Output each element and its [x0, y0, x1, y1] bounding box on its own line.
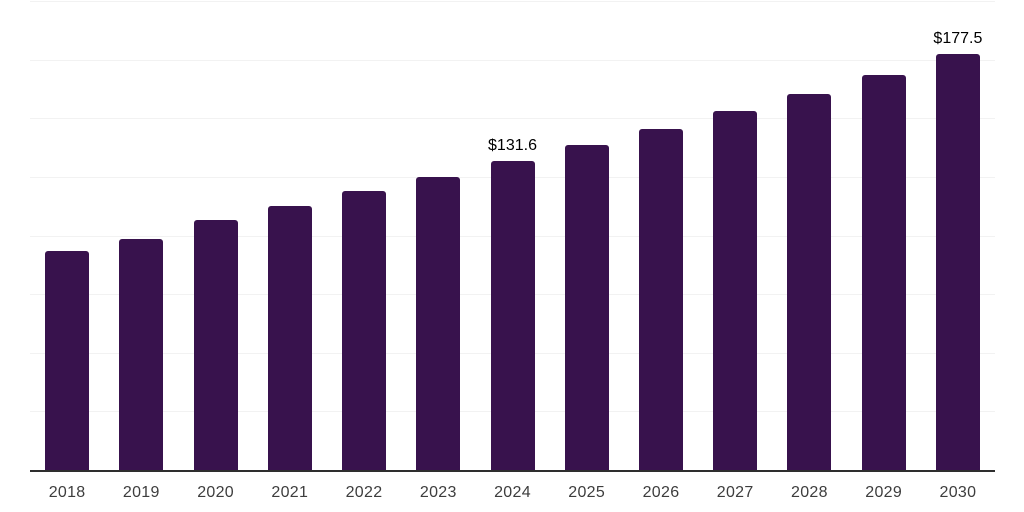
- x-tick-label-2026: 2026: [642, 484, 680, 501]
- x-tick-label-2030: 2030: [939, 484, 977, 501]
- bar-2025: [564, 145, 609, 470]
- gridline-150: [30, 118, 995, 120]
- x-tick-label-2021: 2021: [271, 484, 309, 501]
- value-label-2024: $131.6: [488, 137, 537, 155]
- x-tick-label-2029: 2029: [865, 484, 903, 501]
- x-tick-label-2027: 2027: [716, 484, 754, 501]
- x-tick-label-2024: 2024: [494, 484, 531, 501]
- x-tick-label-2019: 2019: [122, 484, 160, 501]
- bar-2027: [713, 111, 758, 470]
- bar-2028: [787, 94, 832, 470]
- bar-2019: [119, 239, 164, 470]
- bar-2020: [193, 219, 238, 470]
- bar-2024: [490, 161, 535, 470]
- x-tick-label-2018: 2018: [48, 484, 86, 501]
- value-label-2030: $177.5: [933, 29, 983, 47]
- gridline-200: [30, 1, 995, 2]
- x-tick-label-2023: 2023: [419, 484, 457, 501]
- bar-2026: [639, 129, 683, 470]
- x-axis-line: [30, 470, 995, 472]
- bar-2023: [416, 176, 461, 470]
- x-tick-label-2022: 2022: [345, 484, 383, 501]
- bar-2021: [267, 205, 312, 470]
- x-tick-label-2028: 2028: [790, 484, 828, 501]
- bar-2029: [861, 75, 906, 470]
- x-tick-label-2025: 2025: [568, 484, 606, 501]
- bar-2030: [935, 53, 980, 470]
- x-tick-label-2020: 2020: [197, 484, 234, 501]
- bar-2018: [45, 250, 90, 470]
- bar-2022: [342, 190, 386, 470]
- gridline-175: [30, 59, 995, 61]
